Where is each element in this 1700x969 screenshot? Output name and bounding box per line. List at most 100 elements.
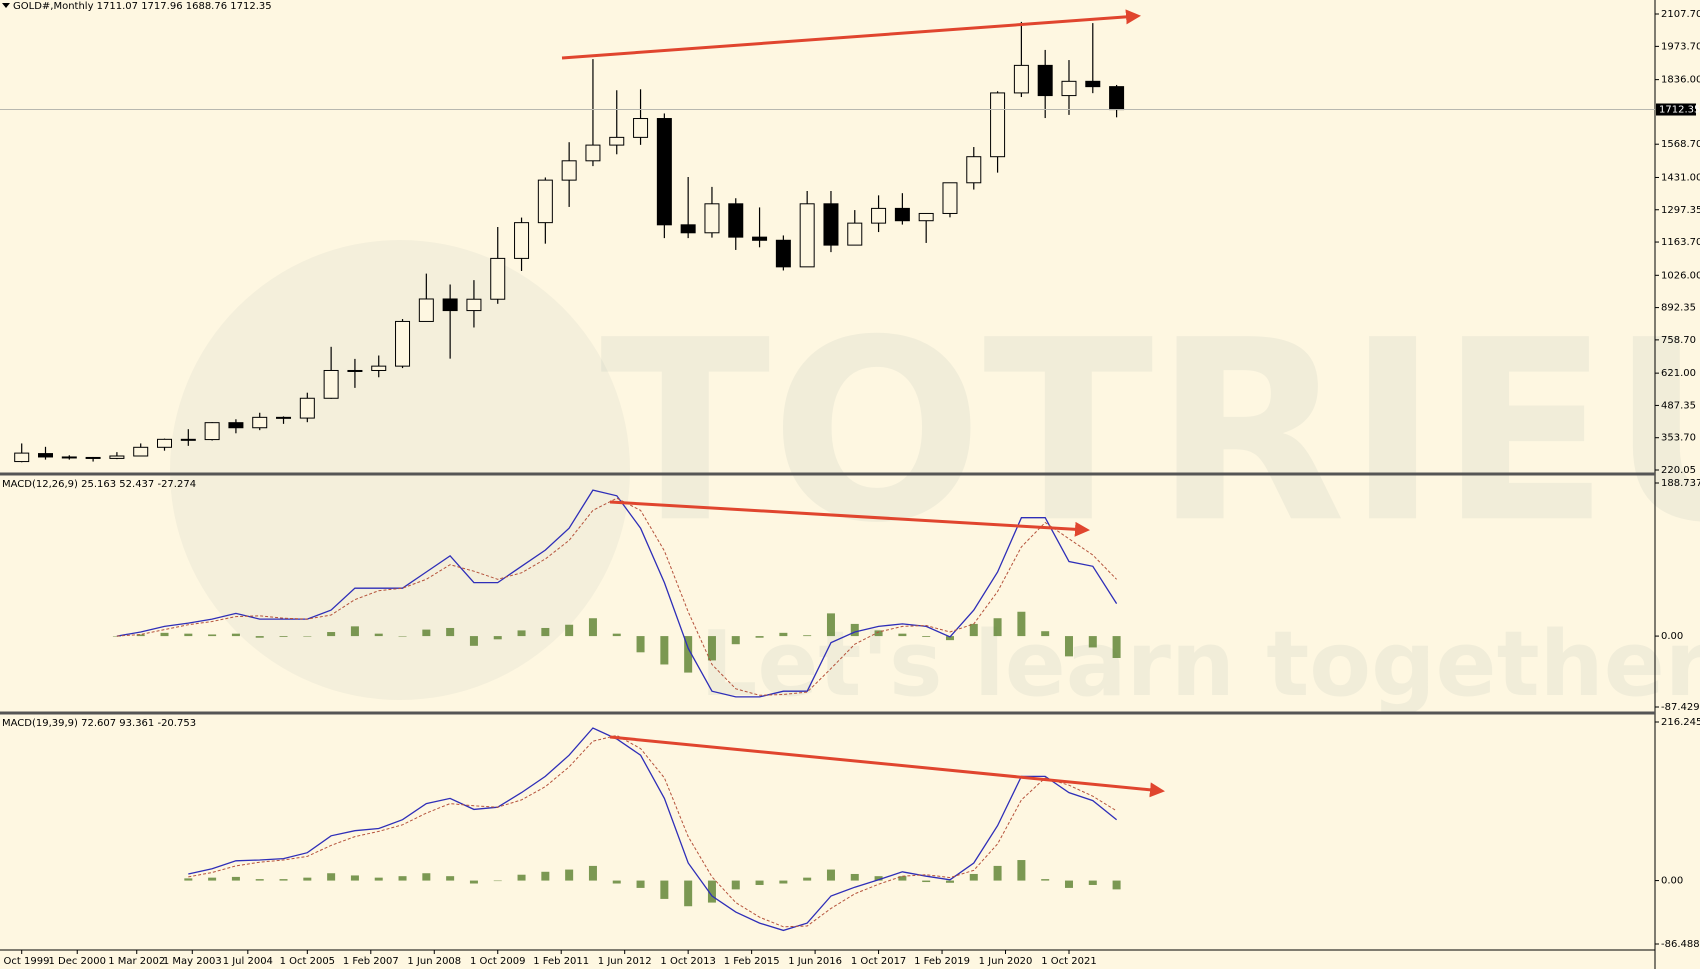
histogram-bar	[422, 629, 431, 637]
candle-body	[204, 422, 220, 441]
histogram-bar	[707, 636, 716, 661]
candle-body	[1013, 64, 1029, 94]
candle-body	[847, 222, 863, 246]
plot-area: 2107.70 1973.70 1836.00 1568.70 1431.00 1297.…	[0, 9, 1700, 967]
histogram-bar	[493, 880, 502, 882]
histogram-bar	[993, 865, 1002, 881]
histogram-bar	[1064, 880, 1073, 888]
histogram-bar	[517, 874, 526, 881]
histogram-bar	[493, 636, 502, 640]
candle-body	[180, 438, 196, 441]
watermark-slogan: Let's learn together	[700, 612, 1700, 717]
histogram-bar	[779, 632, 788, 637]
candle-body	[252, 416, 268, 429]
x-tick-label: 1 Feb 2011	[533, 956, 589, 967]
histogram-bar	[255, 879, 264, 881]
x-tick-label: 1 Oct 1999	[0, 956, 49, 967]
histogram-bar	[517, 630, 526, 637]
histogram-bar	[922, 880, 931, 883]
macd-line	[116, 489, 1118, 698]
histogram-bar	[184, 878, 193, 881]
histogram-bar	[684, 636, 693, 673]
histogram-bar	[803, 877, 812, 881]
x-tick-label: 1 Oct 2013	[660, 956, 715, 967]
x-tick-label: 1 Jun 2012	[598, 956, 652, 967]
histogram-bar	[1064, 636, 1073, 657]
histogram-bar	[1112, 880, 1121, 890]
candle-body	[85, 456, 101, 459]
histogram-bar	[684, 880, 693, 907]
y-tick-label: 1026.00	[1661, 270, 1700, 281]
y-tick-label: 0.00	[1661, 876, 1683, 887]
histogram-bar	[541, 627, 550, 637]
histogram-bar	[826, 869, 835, 881]
histogram-bar	[327, 632, 336, 637]
histogram-bar	[565, 869, 574, 881]
histogram-bar	[707, 880, 716, 903]
histogram-bar	[184, 633, 193, 637]
histogram-bar	[850, 873, 859, 881]
candle-body	[918, 212, 934, 222]
histogram-bar	[208, 877, 217, 881]
histogram-bar	[374, 877, 383, 881]
y-tick-label: 1836.00	[1661, 75, 1700, 86]
histogram-bar	[327, 873, 336, 881]
candle-body	[490, 257, 506, 300]
x-tick-label: 1 Jun 2020	[979, 956, 1033, 967]
histogram-bar	[969, 623, 978, 637]
histogram-bar	[231, 876, 240, 881]
y-tick-label: -87.429	[1661, 702, 1700, 713]
candle-body	[728, 203, 744, 238]
histogram-bar	[874, 630, 883, 637]
candle-body	[823, 203, 839, 246]
y-tick-label: 487.35	[1661, 400, 1696, 411]
y-tick-label: 1973.70	[1661, 41, 1700, 52]
y-tick-label: 1431.00	[1661, 172, 1700, 183]
last-price-box	[1656, 103, 1696, 116]
x-tick-label: 1 Oct 2009	[470, 956, 525, 967]
histogram-bar	[565, 624, 574, 637]
menu-arrow[interactable]	[2, 3, 10, 8]
candle-body	[61, 456, 77, 459]
histogram-bar	[945, 636, 954, 641]
candle-body	[14, 452, 30, 463]
candle-body	[276, 416, 292, 419]
histogram-bar	[612, 633, 621, 637]
candle-body	[157, 438, 173, 448]
histogram-bar	[541, 871, 550, 881]
x-tick-label: 1 Oct 2005	[280, 956, 335, 967]
macd-line	[188, 727, 1118, 932]
candle-body	[228, 422, 244, 429]
candle-body	[537, 179, 553, 224]
candle-body	[109, 455, 125, 459]
x-tick-label: 1 Feb 2007	[343, 956, 399, 967]
candle-body	[395, 320, 411, 367]
candle-body	[633, 118, 649, 138]
histogram-bar	[398, 876, 407, 881]
candle-body	[680, 224, 696, 234]
histogram-bar	[612, 880, 621, 884]
histogram-bar	[636, 636, 645, 653]
histogram-bar	[255, 636, 264, 638]
candle-body	[704, 203, 720, 234]
y-tick-label: 2107.70	[1661, 9, 1700, 20]
y-tick-label: 892.35	[1661, 303, 1696, 314]
y-tick-label: 220.05	[1661, 465, 1696, 476]
trend-arrow	[609, 735, 1165, 798]
trend-arrow	[561, 9, 1141, 60]
candle-body	[609, 136, 625, 146]
candle-body	[942, 182, 958, 214]
histogram-bar	[588, 618, 597, 637]
candle-body	[752, 236, 768, 241]
candle-body	[894, 207, 910, 222]
histogram-bar	[446, 627, 455, 637]
histogram-bar	[636, 880, 645, 888]
histogram-bar	[160, 632, 169, 637]
watermark-logo	[170, 240, 630, 700]
histogram-bar	[446, 876, 455, 881]
watermark-brand: TOTRIEU	[600, 286, 1700, 577]
y-tick-label: 621.00	[1661, 368, 1696, 379]
y-tick-label: 1568.70	[1661, 139, 1700, 150]
histogram-bar	[826, 613, 835, 637]
